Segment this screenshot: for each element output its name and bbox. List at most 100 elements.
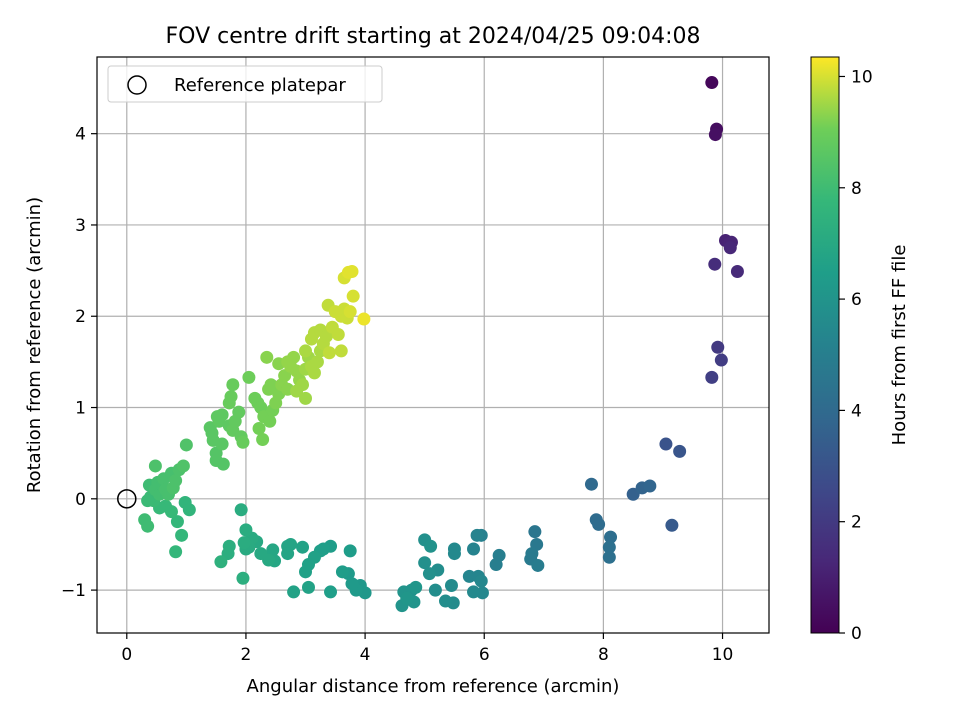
legend: Reference platepar	[107, 65, 383, 103]
y-tick-label: 0	[75, 490, 86, 510]
data-point	[224, 390, 238, 404]
data-point	[345, 265, 359, 279]
data-point	[252, 422, 266, 436]
data-point	[439, 594, 453, 608]
data-point	[307, 366, 321, 380]
x-tick-label: 8	[598, 645, 609, 665]
data-point	[301, 580, 315, 594]
data-point	[531, 558, 545, 572]
y-axis-ticks: −1 0 1 2 3 4	[61, 125, 97, 601]
data-point	[216, 457, 230, 471]
data-point	[290, 384, 304, 398]
data-point	[343, 305, 357, 319]
x-tick-label: 6	[479, 645, 490, 665]
data-point	[730, 265, 744, 279]
data-point	[470, 528, 484, 542]
data-point	[299, 391, 313, 405]
data-point	[428, 583, 442, 597]
data-point	[602, 540, 616, 554]
data-point	[141, 519, 155, 533]
data-point	[170, 515, 184, 529]
data-point	[467, 585, 481, 599]
data-point	[335, 565, 349, 579]
x-axis-ticks: 0 2 4 6 8 10	[121, 633, 733, 665]
data-point	[182, 503, 196, 517]
colorbar-tick-label: 2	[851, 513, 862, 533]
data-point	[322, 346, 336, 360]
data-point	[310, 355, 324, 369]
data-point	[226, 378, 240, 392]
data-point	[236, 571, 250, 585]
data-point	[264, 378, 278, 392]
data-point	[592, 517, 606, 531]
data-point	[705, 370, 719, 384]
data-point	[232, 405, 246, 419]
data-point	[343, 544, 357, 558]
data-point	[346, 289, 360, 303]
data-point	[287, 585, 301, 599]
data-point	[422, 567, 436, 581]
data-point	[602, 550, 616, 564]
data-point	[169, 545, 183, 559]
colorbar-tick-label: 8	[851, 179, 862, 199]
reference-platepar-marker	[117, 489, 137, 509]
data-point	[665, 518, 679, 532]
data-point	[708, 128, 722, 142]
colorbar-tick-label: 10	[851, 67, 873, 87]
x-tick-label: 10	[712, 645, 734, 665]
data-point	[210, 410, 224, 424]
data-point	[299, 344, 313, 358]
data-point	[263, 414, 277, 428]
data-point	[324, 585, 338, 599]
x-tick-label: 2	[241, 645, 252, 665]
data-point	[673, 444, 687, 458]
chart-title: FOV centre drift starting at 2024/04/25 …	[166, 24, 701, 49]
data-point	[176, 459, 190, 473]
data-point	[711, 340, 725, 354]
y-axis-label: Rotation from reference (arcmin)	[24, 197, 45, 493]
data-point	[239, 523, 253, 537]
data-point	[584, 477, 598, 491]
data-point	[424, 539, 438, 553]
colorbar-tick-label: 6	[851, 290, 862, 310]
x-tick-label: 0	[121, 645, 132, 665]
data-point	[237, 536, 251, 550]
data-point	[447, 542, 461, 556]
data-point	[528, 525, 542, 539]
data-point	[462, 569, 476, 583]
legend-entry-label: Reference platepar	[174, 75, 346, 96]
y-tick-label: 1	[75, 399, 86, 419]
data-point	[489, 558, 503, 572]
data-point	[260, 350, 274, 364]
data-point	[334, 344, 348, 358]
data-point	[179, 438, 193, 452]
legend-reference-marker	[127, 75, 147, 95]
x-axis-label: Angular distance from reference (arcmin)	[247, 676, 620, 697]
colorbar-label: Hours from first FF file	[889, 245, 910, 446]
y-tick-label: 2	[75, 307, 86, 327]
data-point	[444, 579, 458, 593]
x-tick-label: 4	[360, 645, 371, 665]
y-tick-label: −1	[61, 581, 86, 601]
data-point	[242, 370, 256, 384]
data-point	[708, 257, 722, 271]
data-point	[299, 565, 313, 579]
data-point	[400, 591, 414, 605]
data-point	[281, 547, 295, 561]
colorbar-ticks: 0 2 4 6 8 10	[839, 67, 873, 644]
data-point	[141, 494, 155, 508]
colorbar-tick-label: 0	[851, 624, 862, 644]
data-point	[357, 312, 371, 326]
data-point	[345, 577, 359, 591]
data-point	[175, 528, 189, 542]
y-tick-label: 4	[75, 125, 86, 145]
legend-box	[107, 65, 383, 103]
data-point	[256, 432, 270, 446]
data-point	[643, 479, 657, 493]
data-point	[409, 580, 423, 594]
data-point	[418, 556, 432, 570]
data-point	[604, 530, 618, 544]
data-point	[723, 241, 737, 255]
plot-frame	[96, 56, 770, 634]
